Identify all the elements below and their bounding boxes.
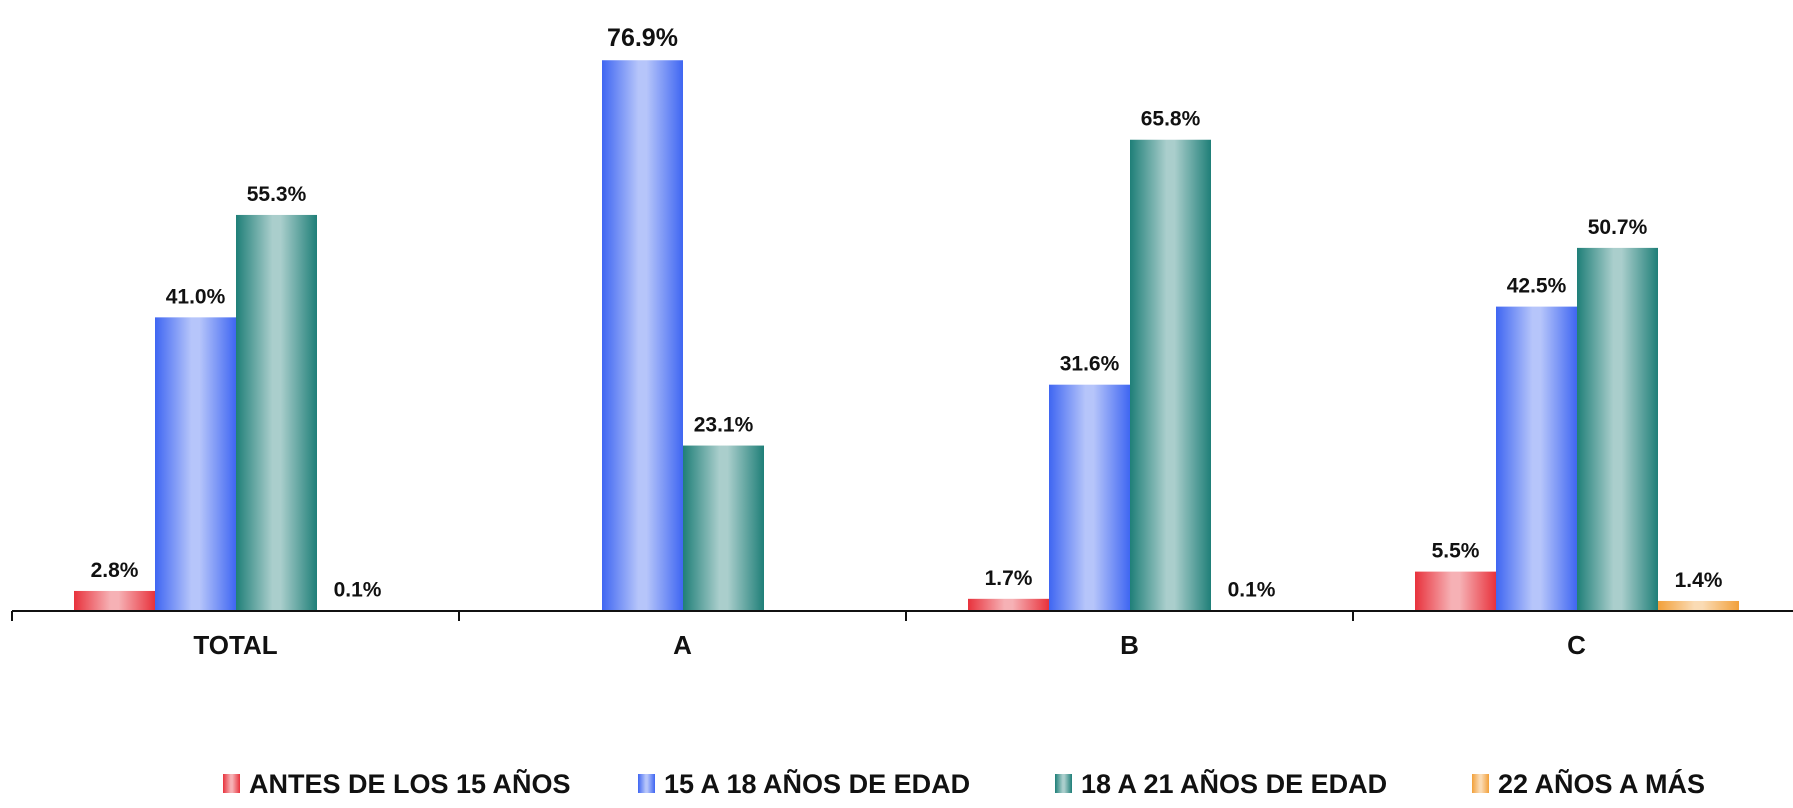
- data-label-b-series-3: 65.8%: [1141, 108, 1201, 131]
- bar-c-series-3: [1577, 247, 1658, 611]
- bar-b-series-3: [1130, 139, 1211, 611]
- legend-swatch-series-2: [638, 774, 655, 793]
- data-label-c-series-3: 50.7%: [1588, 216, 1648, 239]
- data-labels-layer: 2.8% 41.0% 55.3% 0.1% 76.9% 23.1% 1.7% 31.6% 65.…: [91, 24, 1723, 601]
- category-label-total: TOTAL: [193, 630, 277, 660]
- bars-layer: [74, 60, 1739, 612]
- bar-total-series-3: [236, 214, 317, 611]
- legend-swatch-series-4: [1472, 774, 1489, 793]
- data-label-c-series-1: 5.5%: [1432, 540, 1480, 563]
- bar-b-series-1: [968, 598, 1049, 611]
- legend-label-series-4: 22 AÑOS A MÁS: [1498, 768, 1705, 799]
- category-label-b: B: [1120, 630, 1139, 660]
- legend: ANTES DE LOS 15 AÑOS 15 A 18 AÑOS DE EDAD…: [223, 768, 1705, 799]
- data-label-total-series-4: 0.1%: [334, 578, 382, 601]
- x-axis: TOTAL A B C: [11, 610, 1793, 660]
- legend-label-series-2: 15 A 18 AÑOS DE EDAD: [664, 768, 970, 799]
- data-label-b-series-2: 31.6%: [1060, 353, 1120, 376]
- bar-c-series-2: [1496, 306, 1577, 611]
- bar-a-series-2: [602, 60, 683, 612]
- data-label-a-series-2: 76.9%: [607, 24, 678, 52]
- legend-swatch-series-3: [1055, 774, 1072, 793]
- data-label-total-series-2: 41.0%: [166, 285, 226, 308]
- bar-total-series-2: [155, 317, 236, 611]
- bar-c-series-4: [1658, 600, 1739, 611]
- category-label-a: A: [673, 630, 692, 660]
- legend-swatch-series-1: [223, 774, 240, 793]
- category-label-c: C: [1567, 630, 1586, 660]
- bar-c-series-1: [1415, 571, 1496, 611]
- bar-a-series-3: [683, 445, 764, 611]
- data-label-a-series-3: 23.1%: [694, 414, 754, 437]
- data-label-total-series-1: 2.8%: [91, 559, 139, 582]
- data-label-b-series-1: 1.7%: [985, 567, 1033, 590]
- data-label-c-series-2: 42.5%: [1507, 275, 1567, 298]
- legend-label-series-1: ANTES DE LOS 15 AÑOS: [249, 768, 571, 799]
- bar-b-series-2: [1049, 384, 1130, 611]
- data-label-total-series-3: 55.3%: [247, 183, 307, 206]
- data-label-b-series-4: 0.1%: [1228, 578, 1276, 601]
- data-label-c-series-4: 1.4%: [1675, 569, 1723, 592]
- bar-total-series-1: [74, 590, 155, 611]
- legend-label-series-3: 18 A 21 AÑOS DE EDAD: [1081, 768, 1387, 799]
